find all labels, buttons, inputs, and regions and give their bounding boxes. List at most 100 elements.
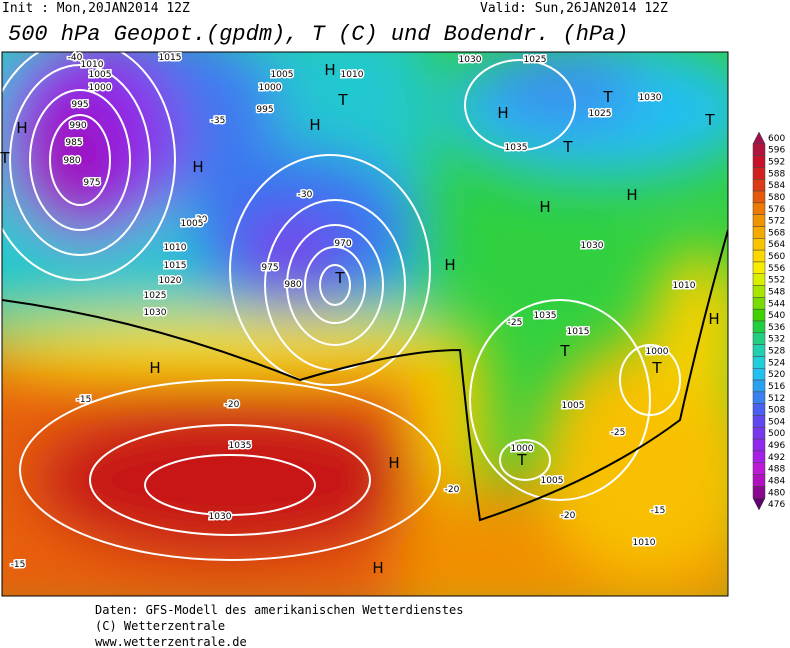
pressure-center: T [0,149,10,167]
isobar-label: 1015 [164,261,187,271]
isobar-label: 995 [71,100,88,110]
colorbar-swatch [752,226,766,239]
isobar-label: -15 [651,506,666,516]
isobar-label: 975 [83,178,100,188]
pressure-center: T [337,91,348,109]
colorbar-swatch [752,403,766,416]
isobar-label: 1015 [567,327,590,337]
pressure-center: T [516,451,527,469]
colorbar-label: 572 [768,217,785,227]
pressure-center: H [372,559,383,577]
colorbar-label: 476 [768,500,785,510]
isobar-label: 1010 [81,60,104,70]
isobar-label: 1035 [505,143,528,153]
isobars [2,52,681,561]
isobar-label: 1010 [164,243,187,253]
pressure-center: H [388,454,399,472]
colorbar-swatch [752,249,766,263]
colorbar-swatch [752,391,766,404]
colorbar-swatch [752,332,766,345]
isobar-label: 1000 [89,83,112,93]
isobar-label: 1005 [562,401,585,411]
colorbar-label: 524 [768,358,785,368]
isobar-label: -30 [298,190,313,200]
pressure-center: T [562,138,573,156]
colorbar-label: 576 [768,205,785,215]
isobar-label: 1010 [633,538,656,548]
isobar-label: 1005 [89,70,112,80]
isobar-label: 1005 [271,70,294,80]
colorbar-swatch [752,214,766,227]
colorbar-label: 488 [768,465,785,475]
colorbar-label: 600 [768,134,785,144]
colorbar-label: 532 [768,335,785,345]
isobar-label: 1015 [159,53,182,63]
colorbar-label: 552 [768,276,785,286]
map [2,52,728,596]
temperature-contour [2,229,728,522]
isobar-label: 1030 [581,241,604,251]
isobar-label: 1000 [511,444,534,454]
colorbar-swatch [752,486,766,499]
colorbar-label: 556 [768,264,785,274]
isobar-label: 1005 [541,476,564,486]
isobar-label: -20 [225,400,240,410]
colorbar-swatch [752,297,766,310]
init-time: Init : Mon,20JAN2014 12Z [2,1,190,16]
colorbar-swatch [752,155,766,168]
colorbar-label: 528 [768,347,785,357]
isobar-label: 1020 [159,276,182,286]
colorbar-label: 584 [768,181,785,191]
colorbar-label: 568 [768,228,785,238]
isobar-label: -30 [193,215,208,225]
isobar-label: 1000 [646,347,669,357]
colorbar-swatch [752,379,766,393]
colorbar-swatch [752,427,766,440]
colorbar-label: 484 [768,476,785,486]
isobar-label: 1035 [534,311,557,321]
isobar-label: 1030 [639,93,662,103]
isobar-label: 1025 [144,291,167,301]
colorbar-label: 492 [768,453,785,463]
colorbar-swatch [752,450,766,463]
colorbar-swatch [752,273,766,286]
colorbar-label: 512 [768,394,785,404]
colorbar-swatch [752,261,766,274]
colorbar-label: 544 [768,299,785,309]
colorbar-label: 560 [768,252,785,262]
isobar-label: 985 [65,138,82,148]
colorbar-label: 504 [768,417,785,427]
valid-time: Valid: Sun,26JAN2014 12Z [480,1,668,16]
isobar-label: 1005 [181,219,204,229]
footer-url: www.wetterzentrale.de [95,635,247,648]
isobar-label: -25 [611,428,626,438]
pressure-center: T [559,342,570,360]
pressure-center: H [497,104,508,122]
colorbar-label: 596 [768,146,785,156]
isobar-label: 1000 [259,83,282,93]
isobar-label: 1010 [341,70,364,80]
pressure-center: T [334,269,345,287]
pressure-center: T [704,111,715,129]
pressure-center: H [149,359,160,377]
pressure-center: H [16,119,27,137]
pressure-center: H [309,116,320,134]
isobar-label: -25 [508,318,523,328]
isobar-label: 1030 [209,512,232,522]
isobar-label: -15 [11,560,26,570]
colorbar-swatch [752,368,766,381]
colorbar-label: 536 [768,323,785,333]
colorbar-label: 564 [768,240,785,250]
pressure-center: T [651,359,662,377]
isobar-label: 1030 [459,55,482,65]
colorbar-label: 548 [768,287,785,297]
colorbar-label: 480 [768,488,785,498]
colorbar-swatch [752,167,766,180]
isobar-label: -40 [68,53,83,63]
footer-source: Daten: GFS-Modell des amerikanischen Wet… [95,603,463,617]
pressure-center: H [708,310,719,328]
isobar-label: 980 [63,156,80,166]
colorbar-swatch [752,202,766,215]
colorbar-swatch [752,344,766,357]
colorbar-swatch [752,143,766,156]
